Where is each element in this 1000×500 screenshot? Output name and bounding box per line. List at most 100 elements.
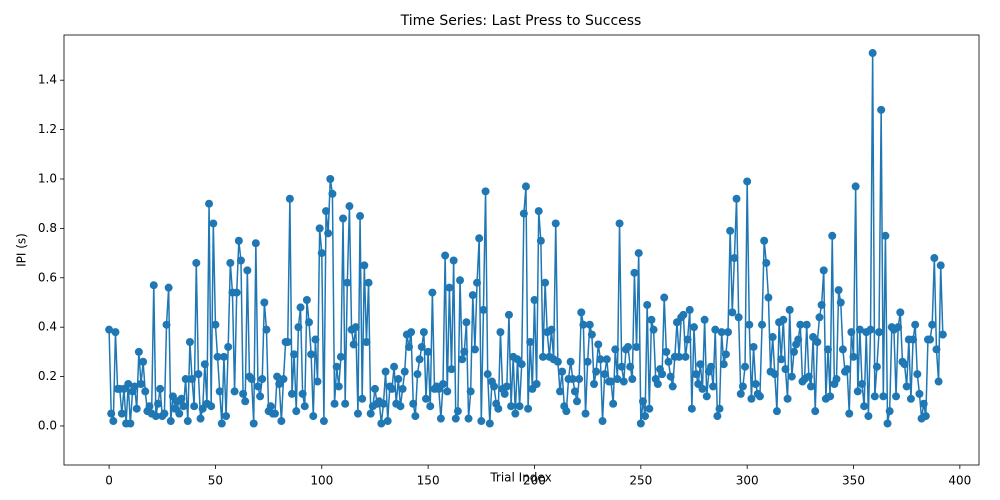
x-tick-label: 350 <box>842 474 865 488</box>
data-point <box>479 305 488 314</box>
data-point <box>864 412 873 421</box>
y-tick-label: 0.4 <box>38 320 57 334</box>
data-point <box>662 347 671 356</box>
data-point <box>341 399 350 408</box>
chart-title: Time Series: Last Press to Success <box>400 13 642 29</box>
data-point <box>811 407 820 416</box>
data-point <box>868 49 877 58</box>
data-point <box>881 231 890 240</box>
y-tick-label: 0.6 <box>38 270 57 284</box>
data-point <box>696 360 705 369</box>
data-point <box>632 342 641 351</box>
data-point <box>241 397 250 406</box>
data-point <box>679 310 688 319</box>
data-point <box>883 419 892 428</box>
data-point <box>290 350 299 359</box>
data-point <box>896 308 905 317</box>
data-point <box>707 362 716 371</box>
data-point <box>675 352 684 361</box>
data-point <box>853 387 862 396</box>
data-point <box>360 261 369 270</box>
data-point <box>190 402 199 411</box>
data-point <box>424 347 433 356</box>
data-point <box>111 328 120 337</box>
data-point <box>875 328 884 337</box>
data-point <box>590 379 599 388</box>
data-point <box>762 258 771 267</box>
data-point <box>634 249 643 258</box>
data-point <box>273 372 282 381</box>
data-point <box>828 231 837 240</box>
data-point <box>845 409 854 418</box>
data-point <box>653 379 662 388</box>
data-point <box>260 298 269 307</box>
data-point <box>726 226 735 235</box>
data-point <box>298 389 307 398</box>
data-point <box>464 414 473 423</box>
data-point <box>683 335 692 344</box>
data-point <box>624 342 633 351</box>
data-point <box>745 320 754 329</box>
data-point <box>234 236 243 245</box>
data-point <box>617 362 626 371</box>
data-point <box>832 375 841 384</box>
data-point <box>734 313 743 322</box>
data-point <box>768 333 777 342</box>
data-point <box>460 347 469 356</box>
data-point <box>362 338 371 347</box>
data-point <box>296 303 305 312</box>
data-point <box>511 409 520 418</box>
data-point <box>711 325 720 334</box>
data-point <box>336 352 345 361</box>
data-point <box>553 357 562 366</box>
data-point <box>447 365 456 374</box>
data-point <box>411 412 420 421</box>
data-point <box>132 404 141 413</box>
data-point <box>583 357 592 366</box>
y-tick-label: 0.0 <box>38 418 57 432</box>
data-point <box>700 315 709 324</box>
data-point <box>641 412 650 421</box>
data-point <box>381 367 390 376</box>
data-point <box>658 370 667 379</box>
data-point <box>456 276 465 285</box>
data-point <box>439 379 448 388</box>
data-point <box>796 320 805 329</box>
data-point <box>156 384 165 393</box>
data-point <box>789 347 798 356</box>
data-point <box>230 387 239 396</box>
data-point <box>270 409 279 418</box>
data-point <box>422 394 431 403</box>
data-point <box>526 338 535 347</box>
data-point <box>609 399 618 408</box>
data-point <box>358 394 367 403</box>
data-point <box>847 328 856 337</box>
data-point <box>258 375 267 384</box>
data-point <box>573 397 582 406</box>
data-point <box>577 308 586 317</box>
data-point <box>866 325 875 334</box>
data-point <box>530 296 539 305</box>
x-tick-label: 250 <box>629 474 652 488</box>
data-point <box>594 340 603 349</box>
data-point <box>400 367 409 376</box>
data-point <box>636 419 645 428</box>
data-point <box>804 372 813 381</box>
data-point <box>826 392 835 401</box>
data-point <box>124 379 133 388</box>
data-point <box>547 325 556 334</box>
data-point <box>164 283 173 292</box>
data-point <box>217 419 226 428</box>
data-point <box>566 357 575 366</box>
data-point <box>587 330 596 339</box>
data-point <box>660 293 669 302</box>
data-point <box>249 419 258 428</box>
data-point <box>277 417 286 426</box>
data-point <box>490 382 499 391</box>
data-point <box>751 379 760 388</box>
data-point <box>758 320 767 329</box>
data-point <box>581 409 590 418</box>
data-point <box>475 234 484 243</box>
data-point <box>226 258 235 267</box>
